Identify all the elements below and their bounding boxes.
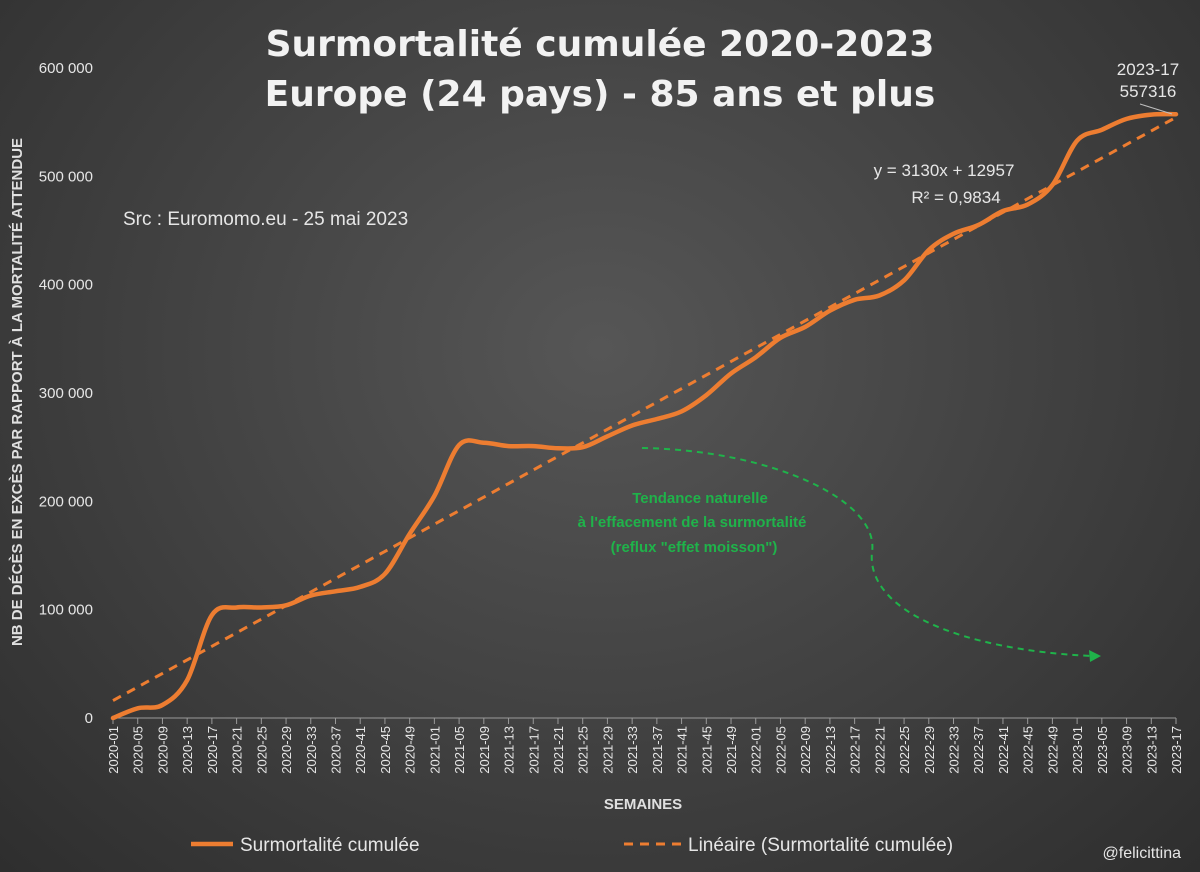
last-point-value: 557316 — [1120, 82, 1177, 101]
chart-title: Surmortalité cumulée 2020-2023 Europe (2… — [265, 24, 936, 115]
title-line-1: Surmortalité cumulée 2020-2023 — [266, 24, 935, 65]
x-tick-label: 2021-13 — [502, 726, 517, 774]
x-tick-label: 2022-41 — [996, 726, 1011, 774]
x-tick-label: 2021-45 — [699, 726, 714, 774]
x-tick-label: 2021-41 — [675, 726, 690, 774]
credit-handle: @felicittina — [1103, 845, 1182, 862]
r-squared: R² = 0,9834 — [911, 188, 1000, 207]
green-annotation: Tendance naturelle à l'effacement de la … — [578, 447, 1101, 662]
title-line-2: Europe (24 pays) - 85 ans et plus — [265, 74, 936, 115]
y-tick-label: 200 000 — [39, 493, 93, 510]
x-tick-label: 2022-05 — [773, 726, 788, 774]
x-tick-label: 2021-17 — [526, 726, 541, 774]
y-tick-label: 300 000 — [39, 385, 93, 402]
x-tick-label: 2022-21 — [872, 726, 887, 774]
x-tick-label: 2022-09 — [798, 726, 813, 774]
x-tick-label: 2020-05 — [131, 726, 146, 774]
x-tick-label: 2022-45 — [1021, 726, 1036, 774]
x-tick-label: 2020-49 — [403, 726, 418, 774]
x-tick-label: 2020-37 — [328, 726, 343, 774]
legend-label-trend: Linéaire (Surmortalité cumulée) — [688, 835, 953, 856]
x-tick-label: 2021-29 — [600, 726, 615, 774]
green-arrow — [641, 447, 1093, 657]
last-point-annotation: 2023-17 557316 — [1117, 60, 1179, 115]
x-tick-label: 2020-13 — [180, 726, 195, 774]
x-tick-label: 2020-01 — [106, 726, 121, 774]
legend-label-series: Surmortalité cumulée — [240, 835, 420, 856]
x-tick-label: 2023-09 — [1120, 726, 1135, 774]
green-note-line-1: Tendance naturelle — [632, 490, 768, 507]
series-line-surmortalite — [110, 111, 1179, 721]
x-tick-label: 2021-05 — [452, 726, 467, 774]
x-axis: 2020-01 2020-05 2020-09 2020-13 2020-17 2020-… — [106, 718, 1184, 774]
x-tick-label: 2023-17 — [1169, 726, 1184, 774]
last-point-leader — [1139, 103, 1173, 115]
x-tick-label: 2020-45 — [378, 726, 393, 774]
x-tick-label: 2022-49 — [1045, 726, 1060, 774]
x-tick-label: 2020-09 — [155, 726, 170, 774]
y-tick-label: 400 000 — [39, 277, 93, 294]
x-tick-label: 2021-01 — [427, 726, 442, 774]
x-tick-label: 2023-05 — [1095, 726, 1110, 774]
x-tick-label: 2021-09 — [477, 726, 492, 774]
y-tick-label: 0 — [85, 710, 93, 727]
y-axis: 0 100 000 200 000 300 000 400 000 500 000 600 … — [39, 60, 93, 727]
x-tick-label: 2021-37 — [650, 726, 665, 774]
x-axis-label: SEMAINES — [604, 796, 682, 813]
x-tick-label: 2022-25 — [897, 726, 912, 774]
y-tick-label: 500 000 — [39, 168, 93, 185]
legend: Surmortalité cumulée Linéaire (Surmortal… — [191, 835, 953, 856]
x-tick-label: 2022-33 — [947, 726, 962, 774]
x-tick-label: 2022-13 — [823, 726, 838, 774]
green-note-line-3: (reflux "effet moisson") — [611, 539, 778, 556]
x-tick-label: 2020-41 — [353, 726, 368, 774]
trend-line — [112, 116, 1177, 702]
x-tick-label: 2020-33 — [304, 726, 319, 774]
y-axis-label: NB DE DÉCÈS EN EXCÈS PAR RAPPORT À LA MO… — [9, 138, 26, 646]
x-tick-label: 2021-33 — [625, 726, 640, 774]
trend-equation: y = 3130x + 12957 — [874, 161, 1015, 180]
last-point-week: 2023-17 — [1117, 60, 1179, 79]
x-tick-label: 2021-21 — [551, 726, 566, 774]
x-tick-label: 2022-17 — [848, 726, 863, 774]
x-tick-label: 2023-13 — [1144, 726, 1159, 774]
x-tick-label: 2021-49 — [724, 726, 739, 774]
x-tick-label: 2022-29 — [922, 726, 937, 774]
source-note: Src : Euromomo.eu - 25 mai 2023 — [123, 209, 408, 230]
x-tick-label: 2020-25 — [254, 726, 269, 774]
x-tick-label: 2023-01 — [1070, 726, 1085, 774]
green-note-line-2: à l'effacement de la surmortalité — [578, 514, 807, 531]
y-tick-label: 100 000 — [39, 602, 93, 619]
x-tick-label: 2020-17 — [205, 726, 220, 774]
x-tick-label: 2020-29 — [279, 726, 294, 774]
x-tick-label: 2020-21 — [230, 726, 245, 774]
green-arrowhead — [1089, 650, 1101, 662]
x-tick-label: 2022-01 — [749, 726, 764, 774]
y-tick-label: 600 000 — [39, 60, 93, 77]
x-tick-label: 2022-37 — [971, 726, 986, 774]
x-tick-label: 2021-25 — [576, 726, 591, 774]
